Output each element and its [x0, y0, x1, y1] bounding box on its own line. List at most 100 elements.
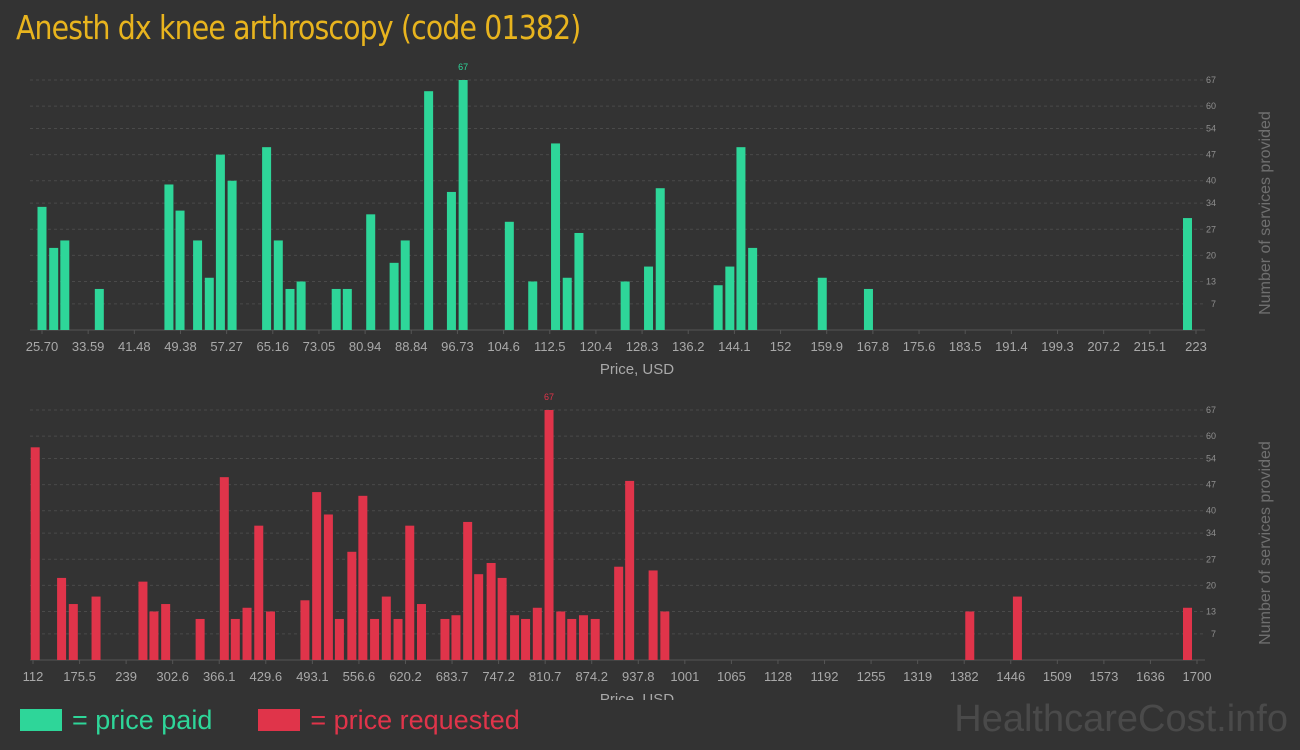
x-tick-label: 810.7	[529, 669, 562, 684]
page-title: Anesth dx knee arthroscopy (code 01382)	[16, 8, 581, 47]
bar	[451, 615, 461, 660]
x-tick-label: 41.48	[118, 339, 151, 354]
x-tick-label: 366.1	[203, 669, 236, 684]
bar	[219, 477, 229, 660]
y-tick-label: 20	[1206, 250, 1216, 260]
y-tick-label: 60	[1206, 101, 1216, 111]
x-tick-label: 136.2	[672, 339, 705, 354]
bar	[1012, 596, 1022, 660]
bar	[312, 492, 322, 660]
bar	[562, 277, 572, 330]
x-tick-label: 1001	[670, 669, 699, 684]
bar	[30, 447, 40, 660]
bar	[965, 611, 975, 660]
x-tick-label: 1128	[764, 669, 792, 684]
bar	[504, 221, 514, 330]
bar	[254, 525, 264, 660]
bar	[497, 577, 507, 660]
x-tick-label: 1192	[811, 669, 839, 684]
bar	[660, 611, 670, 660]
x-tick-label: 1319	[903, 669, 932, 684]
legend: = price paid = price requested	[20, 702, 566, 738]
bar	[331, 288, 341, 330]
x-tick-label: 159.9	[810, 339, 843, 354]
bar	[556, 611, 566, 660]
y-tick-label: 34	[1206, 198, 1216, 208]
bar	[204, 277, 214, 330]
bar	[551, 143, 561, 330]
bar	[215, 154, 225, 330]
bar	[574, 232, 584, 330]
x-tick-label: 175.6	[903, 339, 936, 354]
bar	[227, 180, 237, 330]
peak-value-label: 67	[544, 392, 554, 402]
bar	[521, 618, 531, 660]
x-tick-label: 302.6	[156, 669, 189, 684]
y-tick-label: 47	[1206, 480, 1216, 490]
bar	[458, 80, 468, 330]
bar	[57, 577, 67, 660]
x-tick-label: 120.4	[580, 339, 613, 354]
x-tick-label: 112.5	[534, 339, 566, 354]
bar	[748, 247, 758, 330]
x-tick-label: 112	[23, 669, 44, 684]
legend-swatch-paid	[20, 709, 62, 731]
y-tick-label: 60	[1206, 431, 1216, 441]
bar	[193, 240, 203, 330]
bar	[567, 618, 577, 660]
x-tick-label: 191.4	[995, 339, 1028, 354]
bar	[528, 281, 538, 330]
bar	[358, 495, 368, 660]
y-tick-label: 34	[1206, 528, 1216, 538]
peak-value-label: 67	[458, 62, 468, 72]
y-tick-label: 27	[1206, 224, 1216, 234]
x-tick-label: 223	[1185, 339, 1207, 354]
bar	[334, 618, 344, 660]
bar	[296, 281, 306, 330]
x-tick-label: 874.2	[575, 669, 608, 684]
x-tick-label: 207.2	[1087, 339, 1120, 354]
bar	[863, 288, 873, 330]
x-tick-label: 104.6	[487, 339, 520, 354]
x-tick-label: 1509	[1043, 669, 1072, 684]
bar	[138, 581, 148, 660]
x-tick-label: 33.59	[72, 339, 105, 354]
legend-swatch-requested	[258, 709, 301, 731]
bar	[510, 615, 520, 660]
bar	[416, 604, 426, 660]
bar	[614, 566, 624, 660]
legend-item-paid: = price paid	[20, 705, 212, 736]
bar	[242, 607, 252, 660]
bar	[405, 525, 415, 660]
bar	[578, 615, 588, 660]
bar	[725, 266, 735, 330]
y-axis-title: Number of services provided	[1257, 111, 1274, 315]
y-tick-label: 13	[1206, 606, 1216, 616]
legend-item-requested: = price requested	[258, 705, 520, 736]
bar	[164, 184, 174, 330]
x-tick-label: 144.1	[718, 339, 751, 354]
x-tick-label: 73.05	[303, 339, 336, 354]
x-tick-label: 1065	[717, 669, 746, 684]
bar	[817, 277, 827, 330]
x-tick-label: 747.2	[482, 669, 515, 684]
bar	[195, 618, 205, 660]
bar	[175, 210, 185, 330]
x-tick-label: 57.27	[210, 339, 243, 354]
bar	[273, 240, 283, 330]
bar	[440, 618, 450, 660]
x-tick-label: 429.6	[250, 669, 283, 684]
x-tick-label: 1573	[1089, 669, 1118, 684]
bar	[648, 570, 658, 660]
y-tick-label: 67	[1206, 75, 1216, 85]
bar	[265, 611, 275, 660]
bar	[644, 266, 654, 330]
bar	[620, 281, 630, 330]
bar	[463, 521, 473, 660]
y-tick-label: 47	[1206, 150, 1216, 160]
y-tick-label: 54	[1206, 454, 1216, 464]
x-tick-label: 175.5	[63, 669, 96, 684]
x-tick-label: 128.3	[626, 339, 659, 354]
x-axis-title: Price, USD	[600, 691, 674, 700]
x-tick-label: 1446	[996, 669, 1025, 684]
